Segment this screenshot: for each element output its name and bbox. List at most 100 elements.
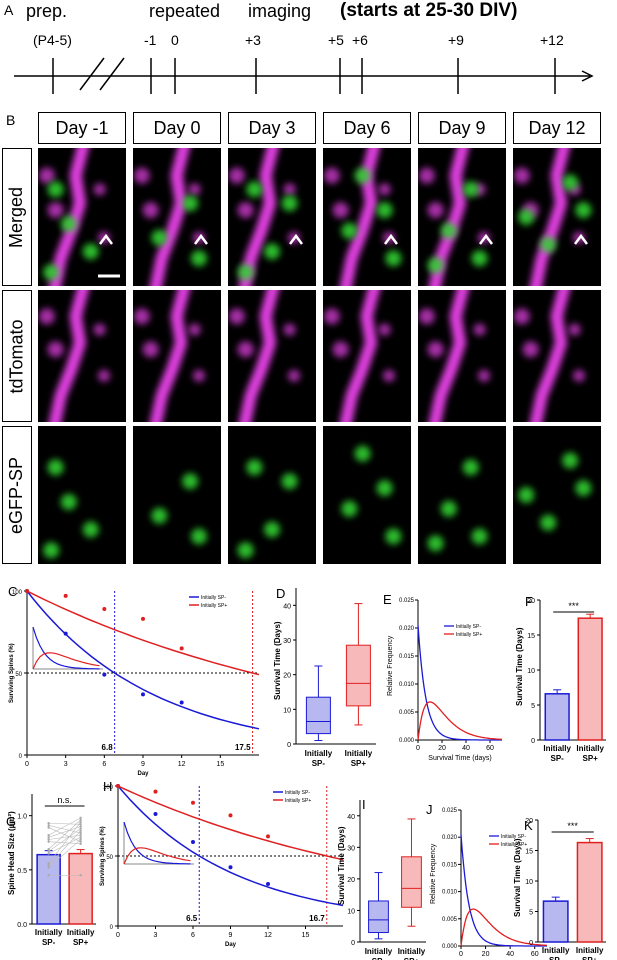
data-point-sp-minus (228, 865, 233, 870)
x-tick-label: 12 (178, 761, 186, 768)
paired-line (48, 830, 81, 866)
category-label: SP+ (73, 938, 89, 947)
arrowhead-icon (289, 233, 303, 245)
y-tick-label: 10 (347, 908, 355, 915)
panel-i-letter: I (362, 797, 366, 812)
day-label-6: Day 6 (323, 112, 411, 144)
panel-e-letter: E (383, 592, 392, 607)
paired-point (79, 827, 82, 830)
egfp-puncta (246, 181, 263, 198)
egfp-puncta (47, 181, 64, 198)
paired-point (47, 848, 50, 851)
dendritic-spine (47, 341, 64, 358)
egfp-puncta (462, 181, 479, 198)
x-tick-label: 6 (191, 932, 195, 939)
egfp-puncta (191, 528, 207, 545)
paired-line (48, 826, 81, 838)
paired-point (47, 874, 50, 877)
dendritic-spine (288, 369, 300, 382)
micrograph-merged-5 (513, 148, 601, 286)
paired-point (79, 825, 82, 828)
paired-line (48, 822, 81, 825)
egfp-puncta (60, 215, 77, 232)
x-tick-label: 0 (459, 951, 463, 958)
dendritic-spine (237, 202, 254, 219)
egfp-puncta (440, 222, 457, 239)
micrograph-green-3 (323, 426, 411, 564)
micrograph-merged-3 (323, 148, 411, 286)
y-tick-label: 0.025 (442, 808, 458, 814)
y-tick-label: 10 (527, 668, 535, 675)
y-tick-label: 50 (15, 672, 22, 678)
dendritic-spine (418, 308, 435, 325)
day-label-12: Day 12 (513, 112, 601, 144)
micrograph-red-3 (323, 290, 411, 422)
y-tick-label: 100 (103, 785, 114, 791)
dendritic-spine (418, 167, 435, 184)
dendritic-spine (47, 202, 64, 219)
dendritic-spine (323, 167, 340, 184)
category-label: Initially (398, 947, 426, 956)
egfp-puncta (60, 493, 77, 510)
y-tick-label: 0 (19, 754, 23, 760)
bar-sp-plus (68, 852, 93, 925)
category-label: SP- (372, 957, 386, 960)
x-tick-label: 40 (462, 745, 470, 752)
egfp-puncta (540, 236, 557, 253)
y-tick-label: 0.005 (442, 917, 458, 923)
micrograph-red-1 (133, 290, 221, 422)
category-label: SP- (550, 754, 564, 763)
half-life-label-sp-plus: 16.7 (309, 914, 325, 923)
y-tick-label: 15 (525, 849, 533, 856)
micrograph-red-5 (513, 290, 601, 422)
paired-line (48, 839, 81, 868)
micrograph-red-2 (228, 290, 316, 422)
box (401, 856, 422, 908)
prep-label: prep. (26, 1, 68, 21)
half-life-label-sp-minus: 6.8 (102, 743, 114, 752)
paired-line (48, 827, 81, 842)
y-tick-label: 30 (283, 638, 291, 645)
paired-point (47, 838, 50, 841)
y-tick-label: 0.010 (399, 682, 415, 688)
paired-point (79, 874, 82, 877)
dendritic-spine (38, 167, 55, 184)
paired-point (47, 822, 50, 825)
density-curve-sp-minus (460, 834, 547, 947)
micrograph-merged-4 (418, 148, 506, 286)
x-tick-label: 15 (302, 932, 310, 939)
data-point-sp-plus (116, 784, 120, 788)
egfp-puncta (385, 250, 402, 267)
x-axis-label: Survival Time (days) (428, 755, 491, 762)
y-tick-label: 0.020 (399, 626, 415, 632)
tick-label-9: +9 (448, 32, 464, 48)
micrograph-green-1 (133, 426, 221, 564)
paired-point (47, 826, 50, 829)
y-tick-label: 0.005 (399, 710, 415, 716)
dendritic-spine (378, 183, 391, 196)
dendritic-spine (142, 341, 159, 358)
category-label: SP+ (582, 754, 598, 763)
paired-point (47, 824, 50, 827)
egfp-puncta (376, 480, 393, 497)
paired-point (79, 818, 82, 822)
data-point-sp-minus (266, 882, 270, 886)
y-tick-label: 40 (347, 814, 355, 821)
category-label: SP+ (351, 759, 367, 768)
egfp-puncta (427, 257, 444, 274)
day-label-0: Day 0 (133, 112, 221, 144)
micrograph-red-4 (418, 290, 506, 422)
y-axis-label: Relative Frequency (430, 843, 437, 904)
legend-label-sp-plus: Initially SP+ (501, 842, 527, 848)
micrograph-merged-1 (133, 148, 221, 286)
fit-curve-sp-plus (26, 590, 260, 676)
box (345, 644, 371, 707)
paired-point (47, 836, 50, 839)
y-tick-label: 10 (525, 879, 533, 886)
bar-sp-minus (542, 900, 569, 943)
data-point-sp-plus (63, 593, 68, 598)
egfp-puncta (341, 222, 358, 239)
dendritic-spine (133, 167, 150, 184)
legend-label-sp-minus: Initially SP- (456, 624, 481, 630)
